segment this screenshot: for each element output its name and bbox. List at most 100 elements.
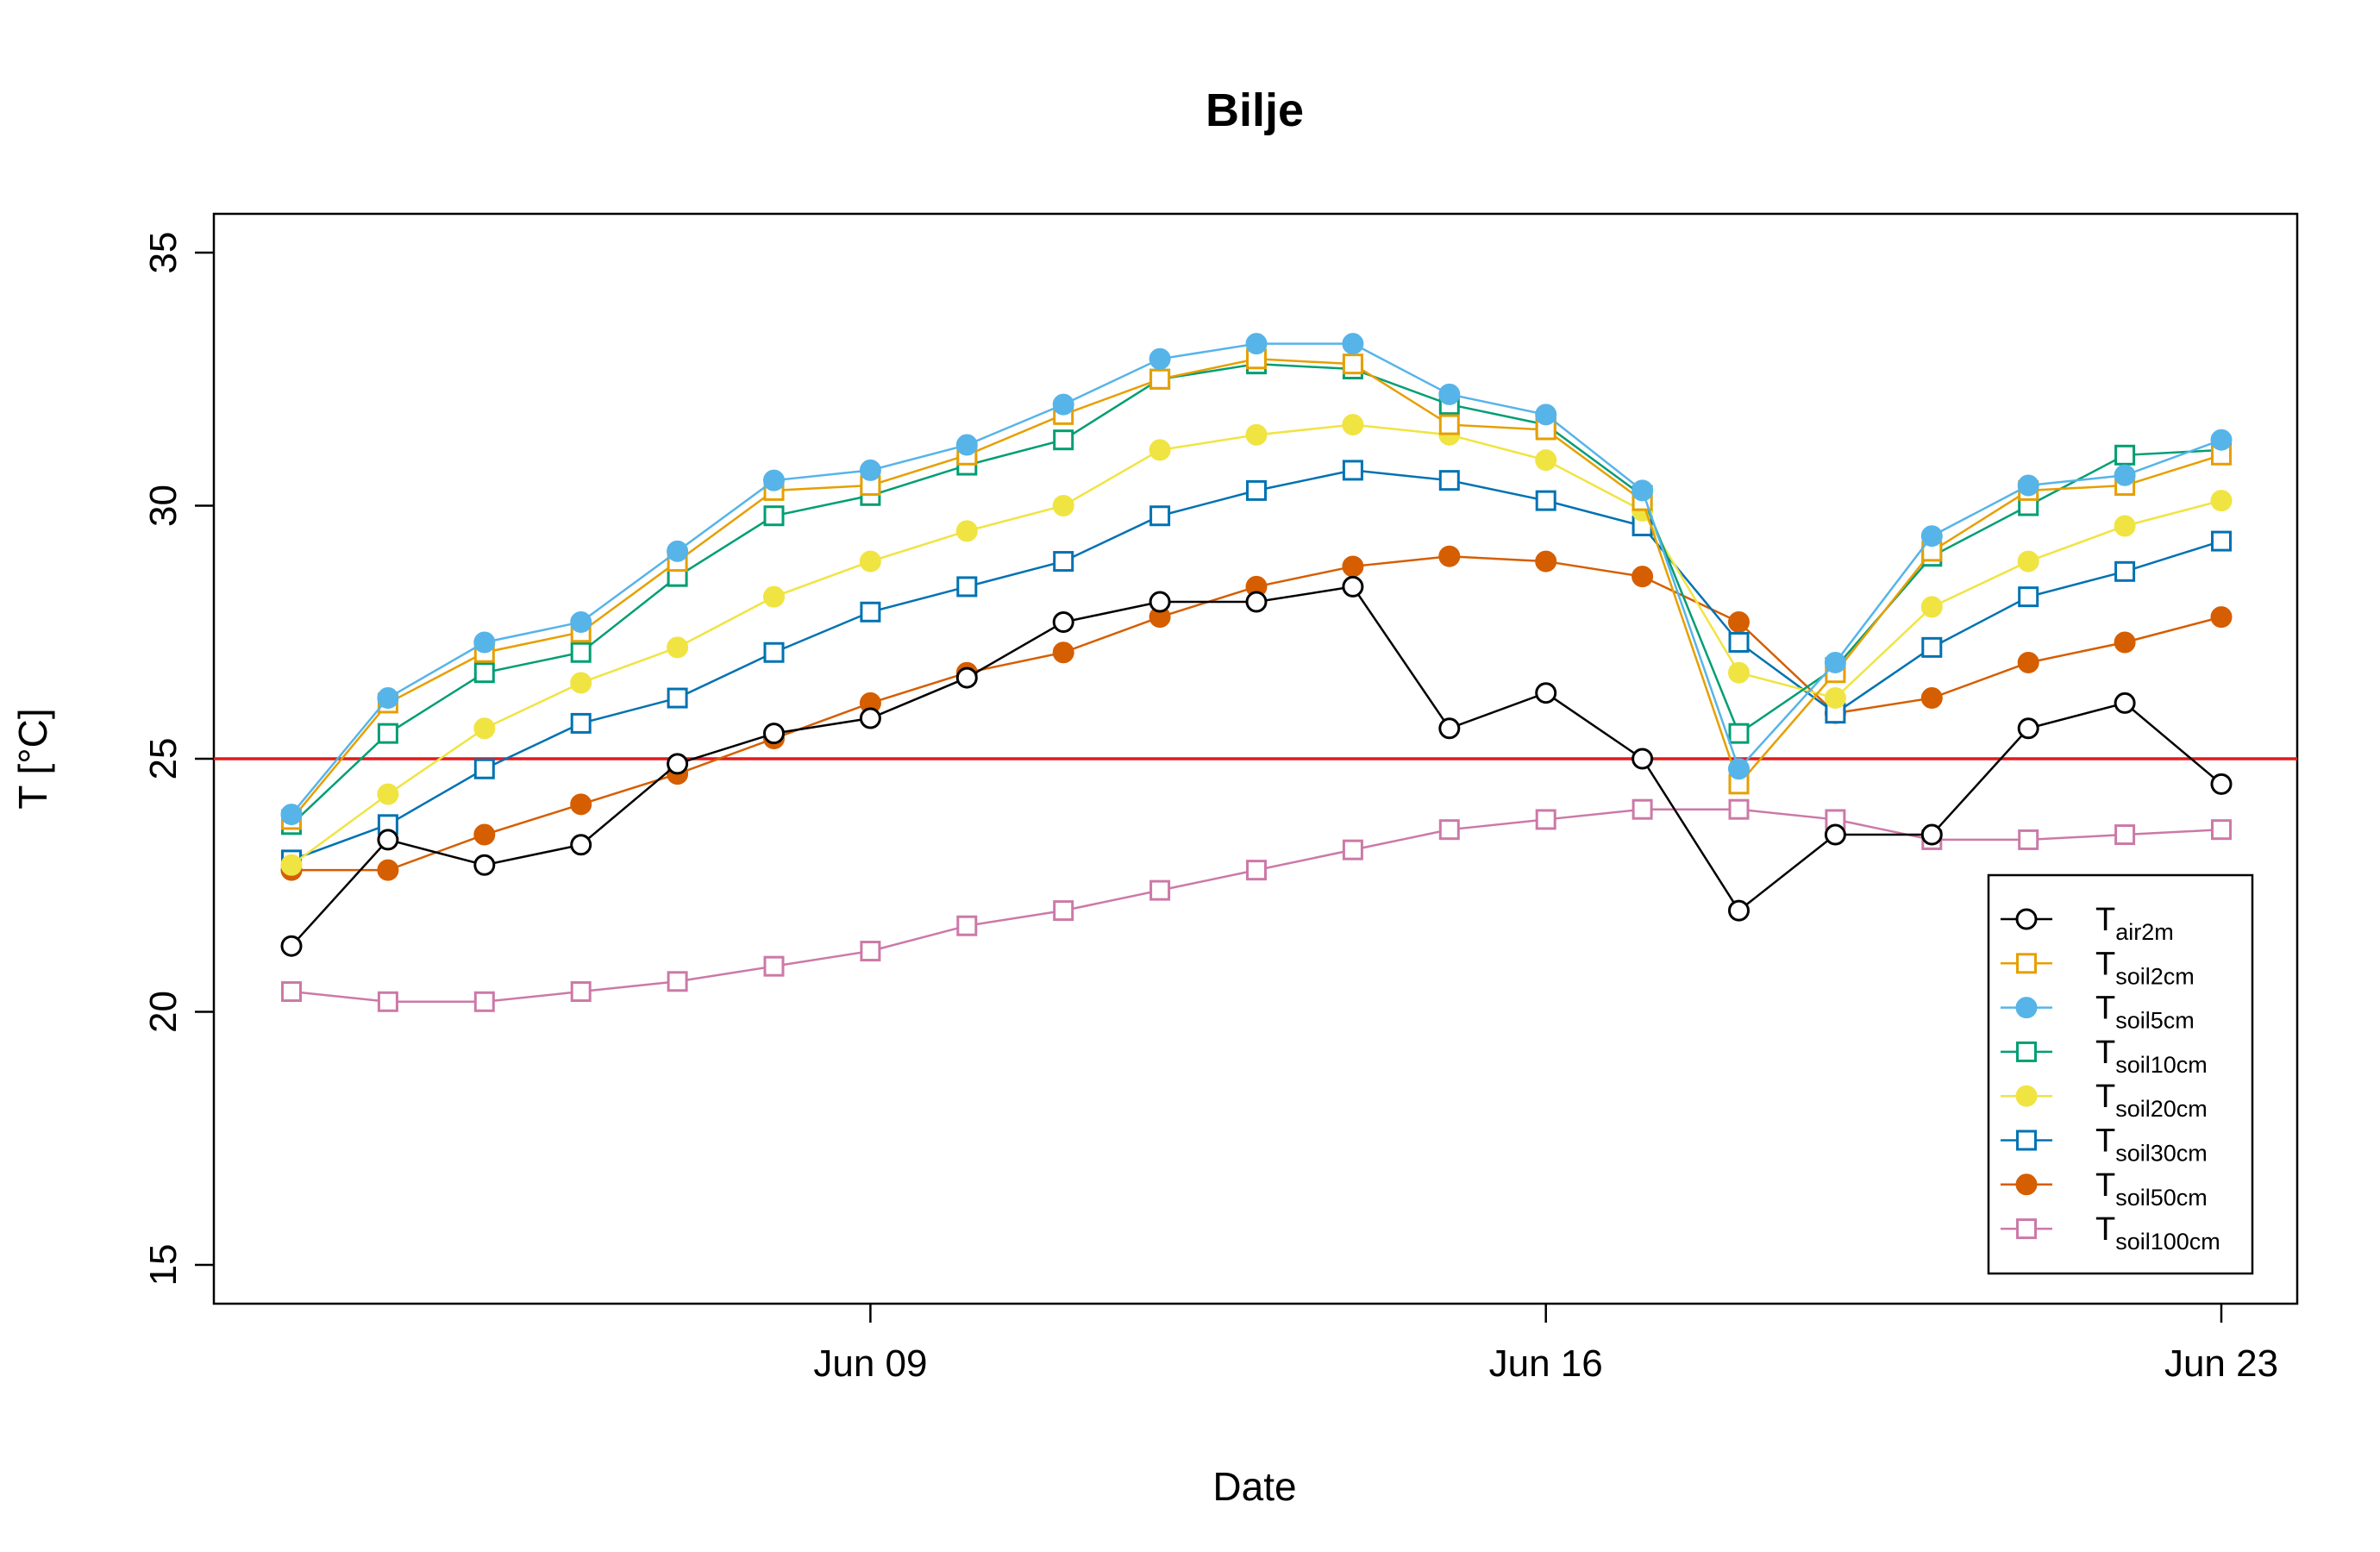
data-point-air2m: [1728, 899, 1750, 922]
data-point-soil20cm: [377, 783, 399, 805]
legend: Tair2mTsoil2cmTsoil5cmTsoil10cmTsoil20cm…: [1987, 873, 2254, 1275]
data-point-soil2cm: [1342, 354, 1363, 375]
data-point-air2m: [2017, 717, 2039, 740]
legend-marker: [2015, 997, 2038, 1019]
data-point-soil50cm: [2017, 651, 2039, 673]
legend-marker: [2015, 908, 2038, 930]
data-point-soil30cm: [1342, 460, 1363, 481]
data-point-soil10cm: [763, 505, 785, 527]
data-point-soil100cm: [860, 941, 881, 962]
data-point-soil5cm: [1342, 333, 1364, 355]
data-point-soil100cm: [1438, 819, 1460, 841]
data-point-soil20cm: [280, 854, 303, 876]
data-point-soil5cm: [377, 687, 399, 710]
data-point-soil5cm: [280, 804, 303, 826]
data-point-air2m: [473, 854, 496, 876]
data-point-soil20cm: [2210, 490, 2233, 512]
data-point-soil5cm: [1535, 404, 1557, 426]
legend-box: [1987, 873, 2254, 1275]
data-point-soil2cm: [1438, 414, 1460, 435]
data-point-air2m: [1920, 823, 1943, 846]
data-point-soil100cm: [1535, 809, 1556, 830]
data-point-soil20cm: [2114, 515, 2136, 537]
data-point-soil100cm: [763, 955, 785, 977]
data-point-air2m: [1052, 611, 1074, 634]
data-point-soil30cm: [956, 576, 978, 598]
data-point-soil50cm: [1728, 611, 1750, 634]
data-point-soil100cm: [1728, 798, 1750, 820]
legend-label-subscript: soil2cm: [2115, 963, 2195, 989]
data-point-soil5cm: [1245, 333, 1268, 355]
data-point-soil20cm: [1824, 687, 1846, 710]
data-point-soil30cm: [763, 641, 785, 663]
data-point-soil30cm: [1149, 505, 1171, 527]
data-point-soil100cm: [1053, 900, 1074, 922]
data-point-soil20cm: [2017, 550, 2039, 573]
data-point-air2m: [1245, 591, 1268, 613]
data-point-soil20cm: [1728, 661, 1750, 684]
y-tick-label: 20: [142, 991, 185, 1033]
data-point-soil30cm: [570, 712, 592, 734]
axes: 15 20 25 30 35 Jun 09 Jun 16 Jun 23: [142, 232, 2278, 1385]
data-point-soil50cm: [2114, 631, 2136, 654]
legend-entry-soil50cm: Tsoil50cm: [2001, 1167, 2208, 1211]
legend-label-subscript: soil100cm: [2115, 1229, 2220, 1255]
legend-label-subscript: soil30cm: [2115, 1141, 2208, 1167]
data-point-soil100cm: [667, 971, 688, 992]
x-axis-title: Date: [1212, 1464, 1296, 1509]
data-point-soil5cm: [2114, 464, 2136, 486]
data-point-soil20cm: [763, 585, 785, 608]
data-point-air2m: [667, 753, 689, 775]
y-tick-label: 35: [142, 232, 185, 274]
data-point-soil30cm: [860, 601, 881, 623]
legend-marker: [2016, 1041, 2037, 1062]
y-axis-title: T [°C]: [10, 708, 55, 809]
data-point-air2m: [2210, 773, 2233, 795]
data-point-soil20cm: [473, 717, 496, 740]
chart-title: Bilje: [1206, 84, 1304, 136]
data-point-soil5cm: [955, 434, 978, 456]
data-point-air2m: [1632, 748, 1654, 770]
data-point-soil100cm: [956, 915, 978, 936]
data-point-soil2cm: [1149, 368, 1171, 390]
data-point-soil10cm: [1728, 723, 1750, 744]
data-point-soil10cm: [473, 662, 495, 684]
data-point-soil5cm: [763, 469, 785, 491]
data-point-soil10cm: [377, 723, 398, 744]
data-point-air2m: [1438, 717, 1461, 740]
data-point-soil30cm: [1921, 636, 1943, 658]
y-tick-label: 15: [142, 1244, 185, 1286]
data-point-air2m: [1342, 575, 1364, 598]
data-point-soil100cm: [281, 981, 302, 1003]
data-point-soil30cm: [1535, 490, 1556, 511]
legend-marker: [2015, 1173, 2038, 1196]
x-tick-label: Jun 09: [813, 1342, 927, 1385]
data-point-soil30cm: [1438, 470, 1460, 491]
data-point-soil50cm: [1438, 545, 1461, 567]
data-point-air2m: [2114, 692, 2136, 714]
data-point-soil30cm: [2114, 560, 2136, 582]
data-point-soil5cm: [2210, 429, 2233, 451]
data-point-soil5cm: [1438, 383, 1461, 405]
data-point-soil10cm: [1053, 429, 1074, 451]
legend-label: Tsoil2cm: [2095, 946, 2195, 989]
legend-marker: [2015, 1085, 2038, 1107]
data-point-soil100cm: [1342, 839, 1363, 860]
data-point-air2m: [1149, 591, 1171, 613]
data-point-soil50cm: [1632, 566, 1654, 588]
data-point-air2m: [859, 707, 881, 729]
data-point-soil50cm: [377, 859, 399, 881]
legend-label-subscript: soil5cm: [2115, 1008, 2195, 1034]
legend-label-subscript: soil10cm: [2115, 1052, 2208, 1078]
data-point-soil100cm: [1149, 879, 1171, 901]
x-tick-label: Jun 16: [1489, 1342, 1603, 1385]
x-tick-label: Jun 23: [2164, 1342, 2278, 1385]
data-point-soil50cm: [570, 793, 592, 816]
data-point-soil30cm: [2211, 530, 2232, 552]
data-point-soil20cm: [667, 636, 689, 659]
data-point-soil30cm: [1053, 551, 1074, 573]
data-point-soil30cm: [473, 758, 495, 779]
data-point-air2m: [1824, 823, 1846, 846]
data-point-soil5cm: [1052, 393, 1074, 416]
